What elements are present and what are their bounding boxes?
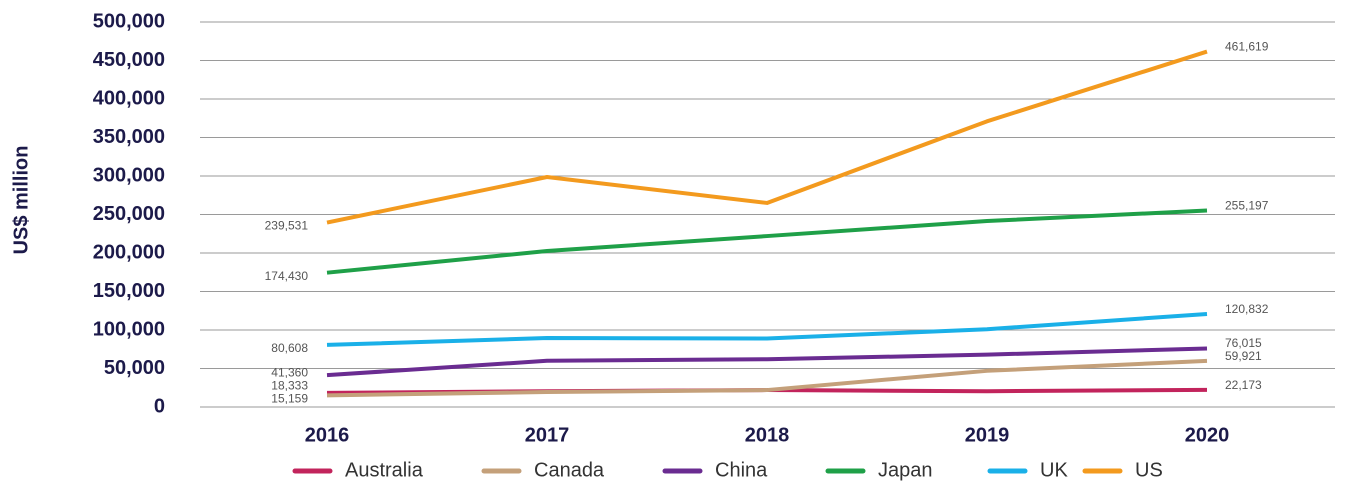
y-tick-label: 300,000 — [93, 164, 165, 186]
series-line — [326, 311, 1208, 347]
y-tick-label: 350,000 — [93, 126, 165, 148]
legend-label: UK — [1040, 459, 1068, 481]
y-tick-label: 50,000 — [104, 357, 165, 379]
series-line — [326, 358, 1208, 398]
data-label: 59,921 — [1225, 349, 1262, 363]
y-tick-label: 500,000 — [93, 10, 165, 32]
legend-label: US — [1135, 459, 1163, 481]
y-tick-label: 150,000 — [93, 280, 165, 302]
data-label: 239,531 — [265, 219, 309, 233]
y-tick-label: 250,000 — [93, 203, 165, 225]
x-tick-label: 2018 — [745, 424, 790, 446]
series-line — [326, 49, 1208, 225]
data-label: 15,159 — [271, 391, 308, 405]
data-label: 120,832 — [1225, 302, 1269, 316]
x-tick-label: 2017 — [525, 424, 570, 446]
y-tick-label: 0 — [154, 395, 165, 417]
y-tick-label: 100,000 — [93, 318, 165, 340]
data-label: 76,015 — [1225, 336, 1262, 350]
y-axis-label: US$ million — [10, 146, 32, 255]
y-tick-label: 200,000 — [93, 241, 165, 263]
series-line — [326, 208, 1208, 275]
legend-label: China — [715, 459, 768, 481]
series-line — [326, 346, 1208, 378]
x-tick-label: 2020 — [1185, 424, 1230, 446]
legend-label: Australia — [345, 459, 424, 481]
data-label: 18,333 — [271, 378, 308, 392]
x-tick-label: 2016 — [305, 424, 350, 446]
data-label: 174,430 — [265, 269, 309, 283]
y-tick-label: 400,000 — [93, 87, 165, 109]
data-label: 461,619 — [1225, 40, 1269, 54]
data-label: 80,608 — [271, 341, 308, 355]
legend-label: Japan — [878, 459, 933, 481]
x-tick-label: 2019 — [965, 424, 1010, 446]
data-label: 41,360 — [271, 365, 308, 379]
data-label: 255,197 — [1225, 199, 1269, 213]
y-tick-label: 450,000 — [93, 49, 165, 71]
legend-label: Canada — [534, 459, 605, 481]
data-label: 22,173 — [1225, 378, 1262, 392]
